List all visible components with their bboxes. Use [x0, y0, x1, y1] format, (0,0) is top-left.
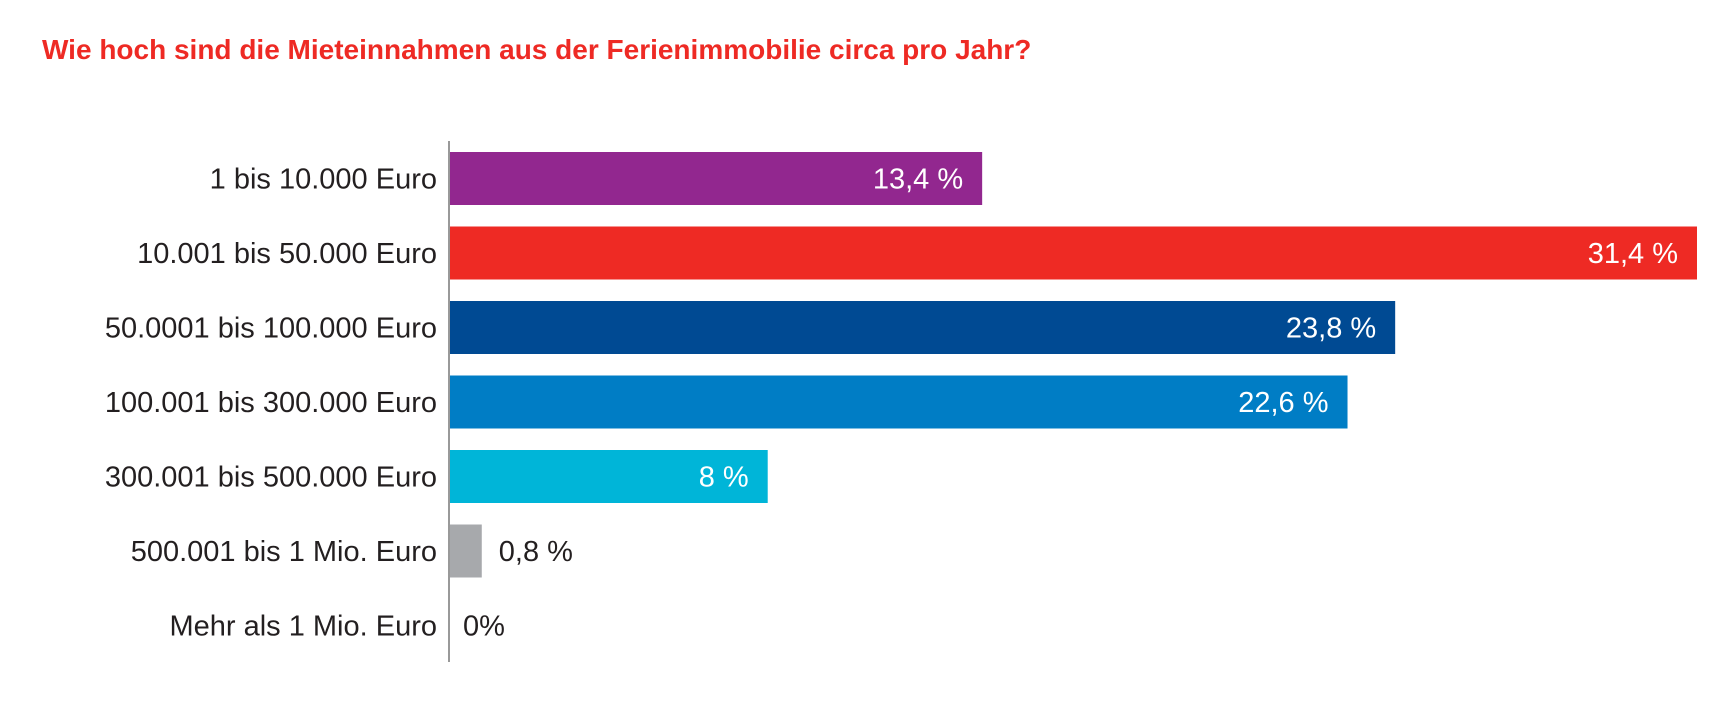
- bar: [450, 152, 983, 205]
- data-label: 0,8 %: [499, 536, 573, 568]
- category-label: 50.0001 bis 100.000 Euro: [105, 313, 437, 345]
- category-label: 1 bis 10.000 Euro: [210, 164, 437, 196]
- bar: [450, 375, 1348, 429]
- category-label: 500.001 bis 1 Mio. Euro: [131, 536, 437, 568]
- data-label: 13,4 %: [873, 164, 963, 196]
- category-label: Mehr als 1 Mio. Euro: [169, 611, 437, 643]
- chart-title: Wie hoch sind die Mieteinnahmen aus der …: [42, 34, 1032, 65]
- data-label: 23,8 %: [1286, 313, 1376, 345]
- category-label: 100.001 bis 300.000 Euro: [105, 387, 437, 419]
- category-label: 10.001 bis 50.000 Euro: [137, 238, 437, 270]
- data-label: 31,4 %: [1588, 238, 1678, 270]
- data-label: 8 %: [699, 462, 749, 494]
- bar: [450, 226, 1697, 280]
- data-label: 22,6 %: [1238, 387, 1328, 419]
- category-label: 300.001 bis 500.000 Euro: [105, 462, 437, 494]
- bar: [450, 524, 482, 578]
- data-label: 0%: [463, 611, 505, 643]
- bar: [450, 450, 768, 503]
- bar: [450, 301, 1396, 354]
